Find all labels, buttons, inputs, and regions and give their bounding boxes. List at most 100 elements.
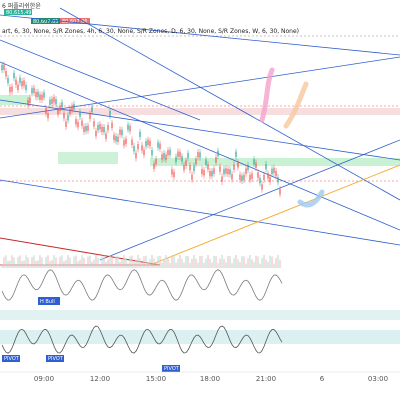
candle-body <box>67 114 69 121</box>
trendline <box>0 99 400 161</box>
candle-body <box>269 176 271 183</box>
volume-bar <box>133 262 135 268</box>
candle-body <box>261 184 263 190</box>
volume-bar <box>23 260 25 268</box>
candle-body <box>105 133 107 139</box>
candle-body <box>275 170 277 177</box>
volume-bar <box>129 256 131 268</box>
volume-bar <box>41 257 43 268</box>
candle-body <box>51 98 53 105</box>
volume-bar <box>261 258 263 268</box>
volume-bar <box>271 256 273 268</box>
volume-bar <box>31 256 33 268</box>
candle-body <box>189 165 191 171</box>
candle-body <box>235 151 237 157</box>
volume-bar <box>89 255 91 268</box>
volume-bar <box>273 263 275 268</box>
candle-body <box>31 88 33 94</box>
candle-body <box>47 112 49 119</box>
trendline <box>0 179 400 246</box>
candle-body <box>45 108 47 114</box>
candle-body <box>87 125 89 131</box>
candle-body <box>255 162 257 168</box>
candle-body <box>25 84 27 91</box>
candle-body <box>217 150 219 157</box>
pivot-badge <box>46 355 64 362</box>
candle-body <box>277 177 279 183</box>
candle-body <box>227 168 229 175</box>
volume-bar <box>119 261 121 268</box>
volume-bar <box>25 255 27 268</box>
volume-bar <box>5 255 7 268</box>
candle-body <box>59 105 61 111</box>
candle-body <box>245 168 247 174</box>
support-zone <box>58 152 118 164</box>
candle-body <box>9 87 11 93</box>
candle-body <box>23 80 25 86</box>
volume-bar <box>175 262 177 268</box>
support-zone <box>150 158 400 166</box>
candle-body <box>175 156 177 163</box>
volume-bar <box>27 257 29 268</box>
volume-bar <box>185 256 187 268</box>
volume-bar <box>11 255 13 268</box>
candle-body <box>249 174 251 181</box>
candle-body <box>215 157 217 163</box>
osc-zone <box>0 310 400 320</box>
candle-body <box>43 92 45 98</box>
candle-body <box>179 151 181 158</box>
oscillator-line <box>1 325 283 354</box>
candle-body <box>7 77 9 84</box>
volume-bar <box>277 255 279 268</box>
candle-body <box>153 163 155 169</box>
candle-body <box>155 158 157 165</box>
volume-bar <box>203 262 205 268</box>
candle-body <box>85 126 87 132</box>
candle-body <box>223 168 225 175</box>
candle-body <box>181 156 183 162</box>
volume-bar <box>233 258 235 268</box>
volume-bar <box>227 255 229 268</box>
volume-bar <box>65 259 67 268</box>
candle-body <box>187 152 189 159</box>
candle-body <box>93 121 95 127</box>
candle-body <box>247 164 249 171</box>
volume-bar <box>21 260 23 268</box>
candle-body <box>63 113 65 119</box>
candle-body <box>157 142 159 148</box>
candle-body <box>161 154 163 160</box>
candle-body <box>151 149 153 156</box>
volume-bar <box>149 259 151 268</box>
candle-body <box>233 164 235 170</box>
volume-bar <box>241 255 243 268</box>
candle-body <box>171 169 173 175</box>
volume-bar <box>151 255 153 268</box>
candle-body <box>165 154 167 160</box>
volume-bar <box>225 262 227 268</box>
volume-bar <box>67 255 69 268</box>
candle-body <box>267 173 269 179</box>
volume-bar <box>171 256 173 268</box>
volume-bar <box>109 255 111 268</box>
candle-body <box>55 99 57 105</box>
volume-bar <box>83 257 85 268</box>
projection-arrow <box>297 189 325 208</box>
volume-bar <box>17 257 19 268</box>
volume-bar <box>201 256 203 268</box>
candle-body <box>99 123 101 130</box>
volume-bar <box>93 259 95 268</box>
candle-body <box>121 129 123 136</box>
volume-bar <box>265 259 267 268</box>
volume-bar <box>59 256 61 268</box>
candle-body <box>19 77 21 83</box>
volume-bar <box>219 258 221 268</box>
volume-bar <box>157 256 159 268</box>
candle-body <box>143 149 145 156</box>
candle-body <box>219 166 221 172</box>
volume-bar <box>95 255 97 268</box>
candle-body <box>15 79 17 85</box>
volume-bar <box>79 259 81 268</box>
candle-body <box>195 158 197 165</box>
x-tick-label: 21:00 <box>256 375 276 383</box>
